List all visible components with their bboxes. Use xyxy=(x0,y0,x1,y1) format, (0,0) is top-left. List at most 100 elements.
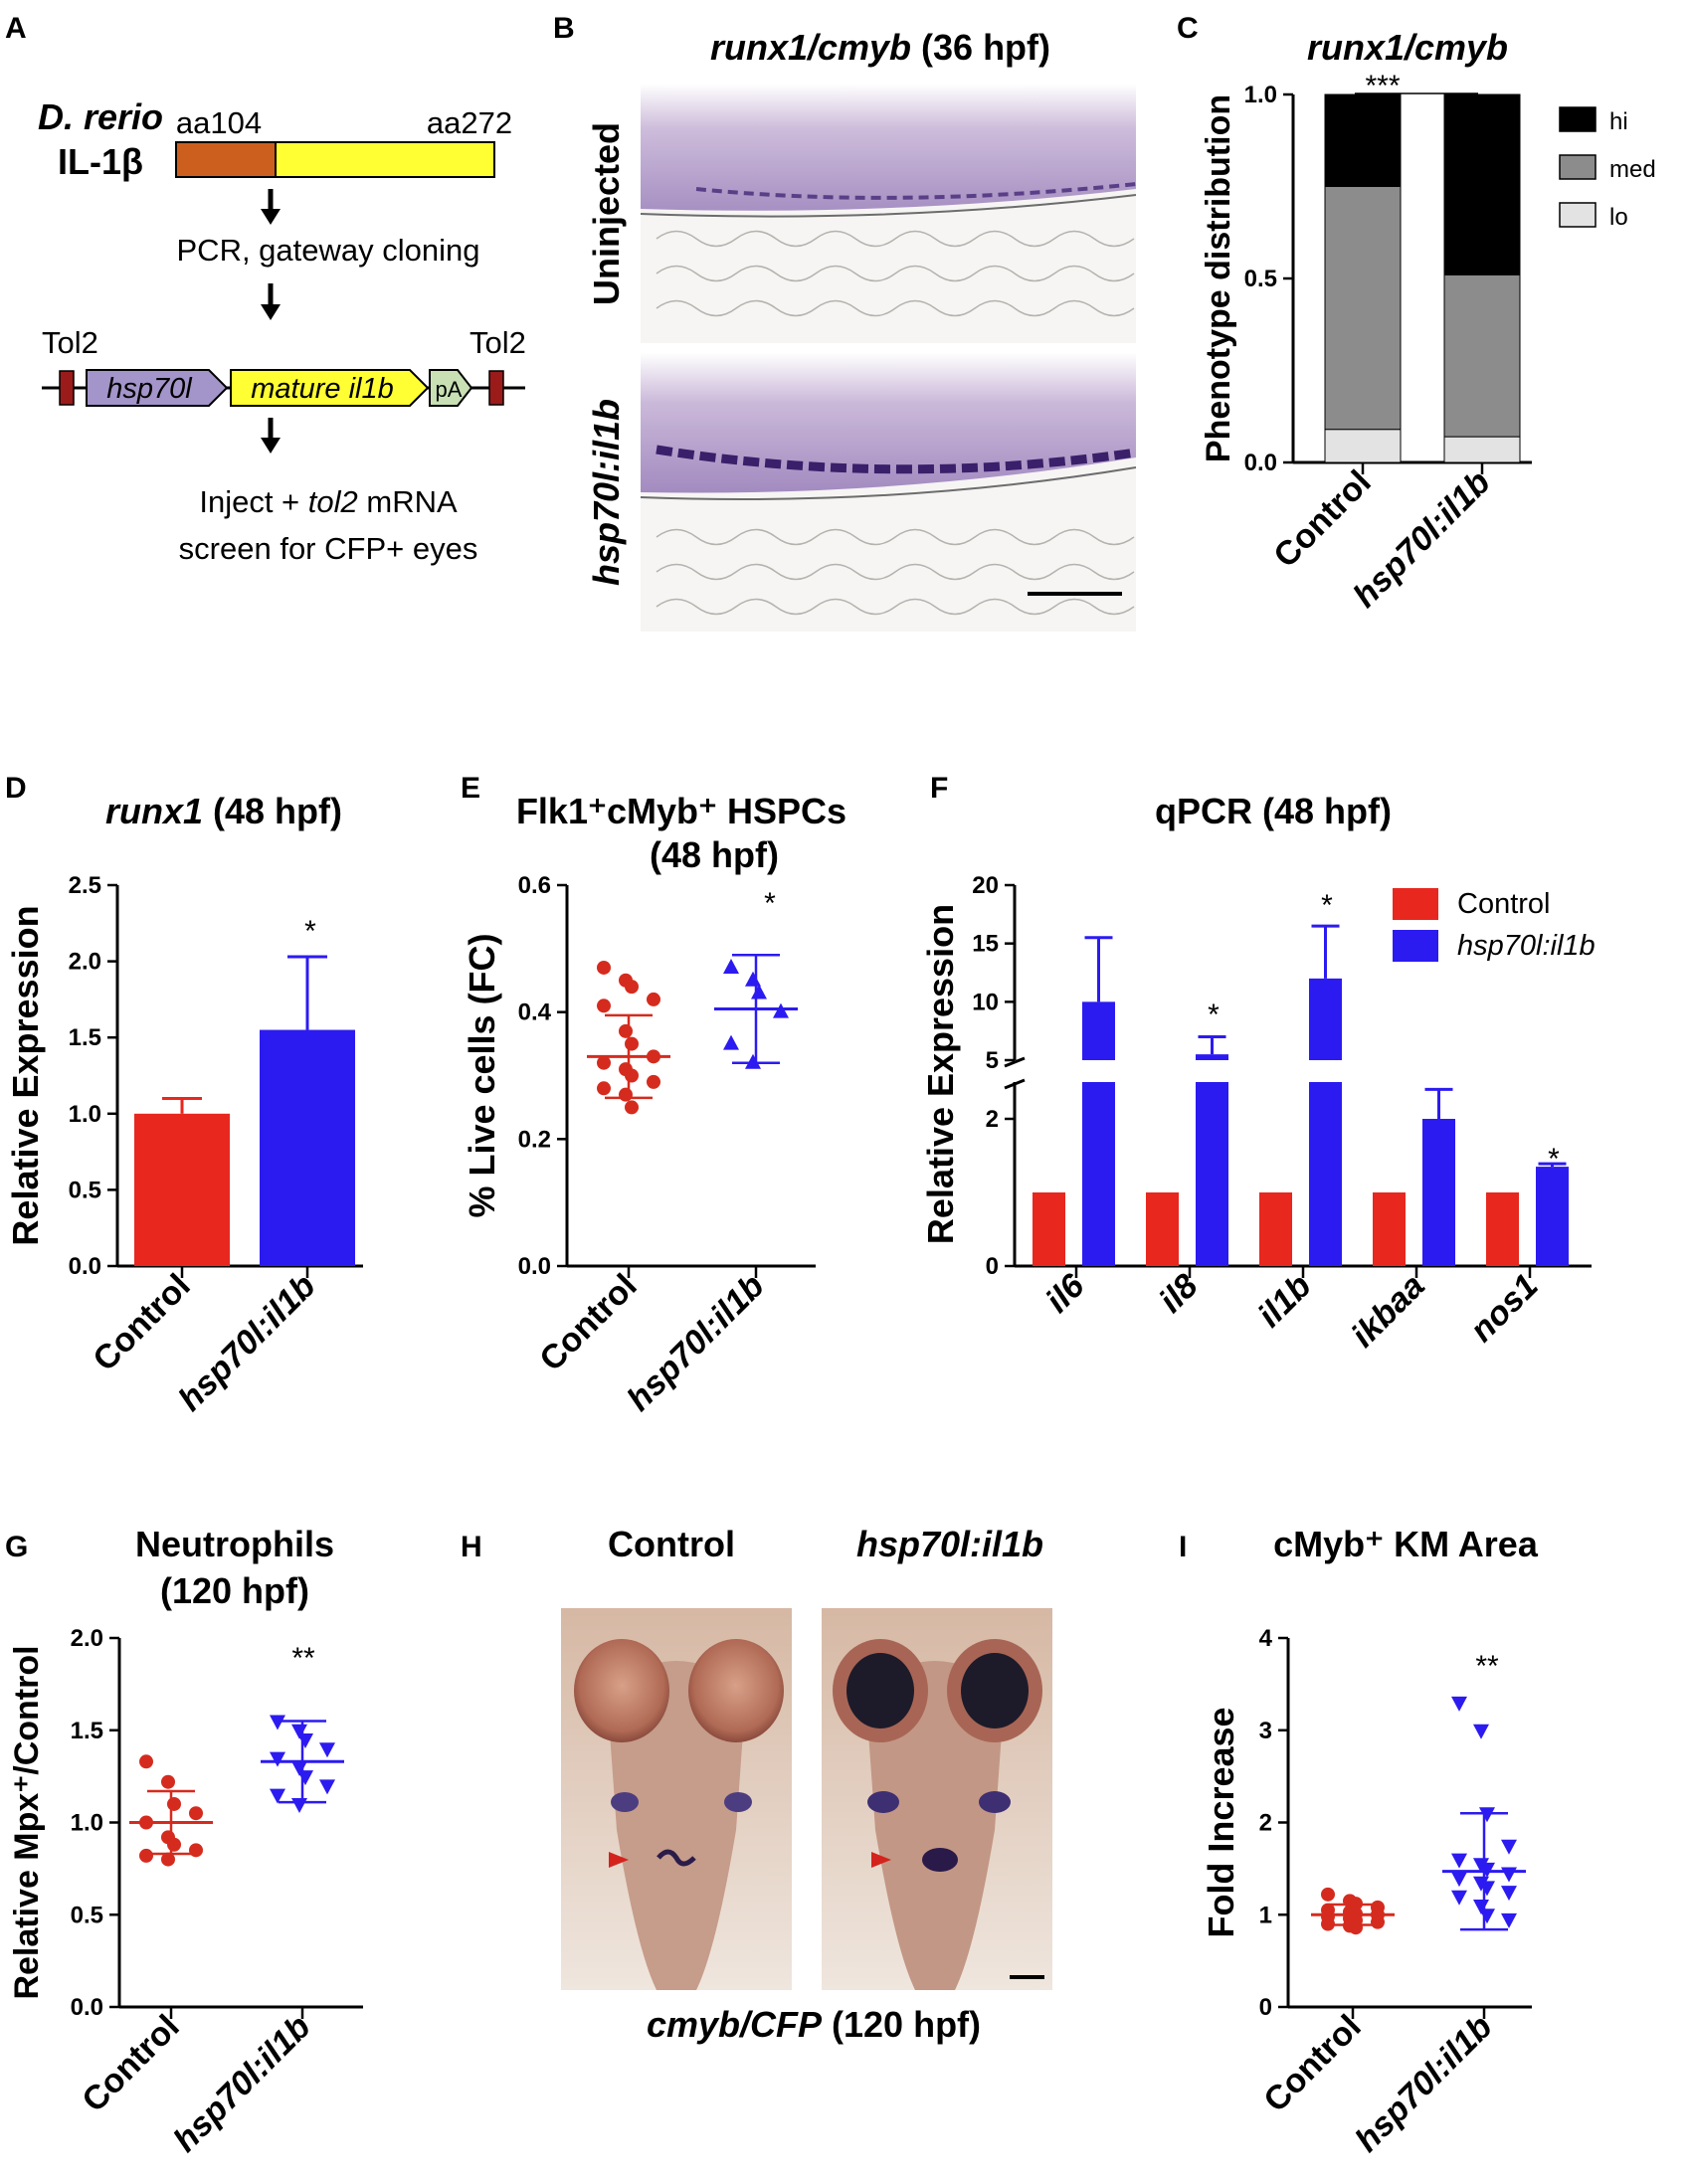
legend-swatch-med xyxy=(1559,154,1597,180)
species-label: D. rerio xyxy=(38,96,163,137)
x-tick-label-hsp70l-il1b: hsp70l:il1b xyxy=(166,2008,317,2159)
point-hsp70l-il1b xyxy=(1451,1696,1467,1712)
panel-e: E Flk1⁺cMyb⁺ HSPCs (48 hpf) 0.0 0.2 0.4 0.6… xyxy=(461,772,846,1418)
y-tick-label: 0.2 xyxy=(518,1126,551,1153)
point-control xyxy=(1371,1914,1385,1929)
point-control xyxy=(1321,1887,1335,1902)
x-tick-label-control: Control xyxy=(1266,463,1378,575)
point-hsp70l-il1b xyxy=(1473,1724,1489,1739)
significance-f-il8: * xyxy=(1208,999,1220,1031)
point-hsp70l-il1b xyxy=(751,984,767,1000)
panel-label-a: A xyxy=(5,12,27,45)
y-tick-label: 1.0 xyxy=(1244,82,1277,108)
y-axis-label: Relative Expression xyxy=(5,905,46,1245)
down-arrow-2 xyxy=(261,283,281,320)
significance-c: *** xyxy=(1365,70,1400,102)
legend-label-lo: lo xyxy=(1609,204,1628,231)
y-tick-label: 0.0 xyxy=(1244,450,1277,476)
point-control xyxy=(161,1852,175,1867)
y-tick-label: 0.6 xyxy=(518,872,551,899)
point-hsp70l-il1b xyxy=(297,1770,313,1786)
x-tick-label-ikbaa: ikbaa xyxy=(1344,1267,1431,1355)
bar-upper-hsp70l-il1b-il1b xyxy=(1309,978,1342,1060)
y-tick-label: 5 xyxy=(986,1047,999,1074)
bar-upper-hsp70l-il1b-il8 xyxy=(1196,1054,1228,1060)
y-tick-label: 2 xyxy=(1259,1810,1272,1837)
panel-c: C runx1/cmyb 0.0 0.5 1.0 Phenotype distribu… xyxy=(1177,12,1656,615)
bar-med-hsp70l-il1b xyxy=(1443,273,1521,438)
y-tick-label: 10 xyxy=(972,989,999,1015)
point-hsp70l-il1b xyxy=(270,1788,285,1804)
point-control xyxy=(167,1796,181,1811)
screen-step-label: screen for CFP+ eyes xyxy=(179,531,478,566)
panel-label-c: C xyxy=(1177,12,1199,45)
protein-label: IL-1β xyxy=(58,141,143,182)
bar-control xyxy=(134,1113,230,1266)
panel-g-title-line2: (120 hpf) xyxy=(160,1570,309,1611)
cloning-step-label: PCR, gateway cloning xyxy=(177,233,480,268)
y-axis-label: Relative Expression xyxy=(920,904,961,1244)
point-control xyxy=(619,1087,633,1102)
bar-lower-hsp70l-il1b-il6 xyxy=(1082,1082,1115,1266)
y-axis-label: Fold Increase xyxy=(1201,1707,1241,1937)
bar-lo-hsp70l-il1b xyxy=(1443,436,1521,463)
point-hsp70l-il1b xyxy=(723,958,739,974)
y-tick-label: 0.0 xyxy=(518,1253,551,1280)
panel-label-b: B xyxy=(553,12,575,45)
point-control xyxy=(1349,1920,1363,1935)
significance-f-nos1: * xyxy=(1548,1143,1560,1176)
y-tick-label: 2.0 xyxy=(71,1625,103,1652)
legend-swatch-hsp70l-il1b xyxy=(1393,930,1438,962)
bar-lower-hsp70l-il1b-il1b xyxy=(1309,1082,1342,1266)
point-control xyxy=(139,1754,153,1769)
aa-end-label: aa272 xyxy=(427,105,512,140)
point-hsp70l-il1b xyxy=(1451,1890,1467,1906)
point-control xyxy=(597,999,611,1013)
panel-d: D runx1 (48 hpf) 0.0 0.5 1.0 1.5 2.0 2.5 Relat… xyxy=(5,772,363,1418)
point-hsp70l-il1b xyxy=(1501,1886,1517,1902)
legend-label-med: med xyxy=(1609,156,1656,183)
legend-label-control: Control xyxy=(1457,888,1551,920)
y-tick-label: 1.0 xyxy=(69,1101,101,1128)
panel-h: H Control hsp70l:il1b cmyb/CFP (12 xyxy=(461,1524,1052,2045)
legend-label-hsp70l-il1b: hsp70l:il1b xyxy=(1457,930,1596,962)
point-hsp70l-il1b xyxy=(1479,1807,1495,1823)
point-control xyxy=(625,980,639,995)
prodomain-box xyxy=(175,141,277,178)
aa-start-label: aa104 xyxy=(176,105,262,140)
point-hsp70l-il1b xyxy=(291,1797,307,1813)
legend-f: Control hsp70l:il1b xyxy=(1393,888,1596,962)
bar-hsp70l-il1b-nos1 xyxy=(1536,1167,1569,1266)
panel-e-title-line2: (48 hpf) xyxy=(650,834,779,875)
x-tick-label-hsp70l-il1b: hsp70l:il1b xyxy=(1348,2008,1499,2159)
y-tick-label: 1.5 xyxy=(71,1718,103,1744)
point-hsp70l-il1b xyxy=(723,1034,739,1050)
legend-swatch-lo xyxy=(1559,202,1597,228)
panel-d-title: runx1 (48 hpf) xyxy=(105,791,342,831)
panel-label-g: G xyxy=(5,1531,28,1563)
mature-domain-box xyxy=(275,141,495,178)
point-control xyxy=(597,960,611,975)
y-tick-label: 0 xyxy=(1259,1994,1272,2021)
x-tick-label-control: Control xyxy=(75,2008,186,2119)
y-tick-label: 20 xyxy=(972,872,999,899)
y-axis-label: % Live cells (FC) xyxy=(462,933,502,1217)
panel-h-caption: cmyb/CFP (120 hpf) xyxy=(647,2004,981,2045)
bar-upper-hsp70l-il1b-il6 xyxy=(1082,1001,1115,1060)
bar-hi-control xyxy=(1324,93,1402,187)
panel-label-e: E xyxy=(461,772,480,805)
tol2-right-label: Tol2 xyxy=(470,325,526,360)
in-situ-image-hsp70l-il1b xyxy=(640,353,1137,632)
hsp70l-promoter-element xyxy=(86,369,229,407)
point-hsp70l-il1b xyxy=(319,1779,335,1795)
col-label-control: Control xyxy=(608,1524,735,1564)
y-tick-label: 2 xyxy=(986,1106,999,1133)
point-control xyxy=(597,1081,611,1096)
point-hsp70l-il1b xyxy=(745,971,761,987)
point-control xyxy=(625,1068,639,1083)
panel-b: B runx1/cmyb (36 hpf) Uninjected xyxy=(553,12,1137,632)
injection-step-label: Inject + tol2 mRNA xyxy=(199,484,458,519)
